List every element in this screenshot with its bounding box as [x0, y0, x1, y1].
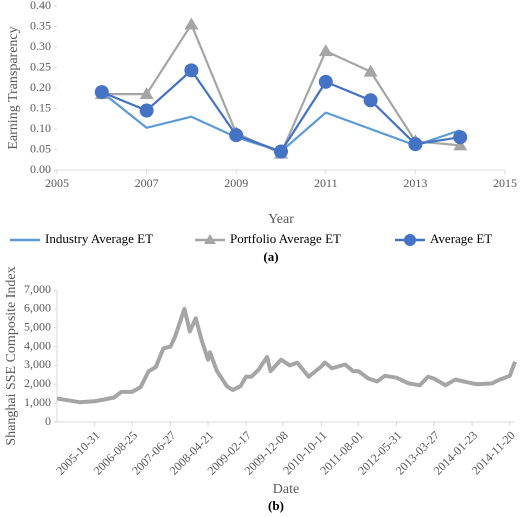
- marker: [363, 64, 378, 77]
- legend-label: Portfolio Average ET: [230, 231, 341, 246]
- x-axis-label: Year: [268, 212, 294, 227]
- marker: [229, 128, 244, 143]
- marker: [318, 44, 333, 57]
- y-tick-label: 0: [45, 414, 51, 428]
- marker: [363, 93, 378, 108]
- y-tick-label: 0.20: [30, 80, 51, 94]
- y-tick-label: 0.30: [30, 39, 51, 53]
- y-tick-label: 2,000: [24, 376, 51, 390]
- data-line: [101, 91, 461, 153]
- x-axis-label: Date: [273, 482, 299, 497]
- marker: [274, 144, 288, 159]
- data-line: [101, 69, 461, 153]
- y-tick-label: 0.05: [30, 141, 51, 155]
- y-tick-label: 3,000: [24, 357, 51, 371]
- y-tick-label: 6,000: [24, 301, 51, 315]
- y-tick-label: 7,000: [24, 282, 51, 296]
- legend-label: Industry Average ET: [45, 231, 153, 246]
- y-tick-label: 4,000: [24, 338, 51, 352]
- y-tick-label: 0.25: [30, 59, 51, 73]
- legend-marker: [404, 234, 416, 246]
- legend-marker: [204, 234, 216, 244]
- x-tick-label: 2009: [224, 176, 248, 190]
- y-tick-label: 0.10: [30, 121, 51, 135]
- x-tick-label: 2005: [45, 176, 69, 190]
- legend-label: Average ET: [430, 231, 492, 246]
- x-tick-label: 2015: [493, 176, 517, 190]
- marker: [318, 74, 333, 89]
- marker: [184, 17, 199, 30]
- marker: [184, 63, 199, 78]
- y-axis-label: Shanghai SSE Composite Index: [4, 266, 19, 445]
- marker: [139, 87, 154, 100]
- y-axis-label: Earning Transparency: [6, 26, 21, 149]
- x-tick-label: 2011: [314, 176, 338, 190]
- y-tick-label: 0.15: [30, 100, 51, 114]
- x-tick-label: 2013: [403, 176, 427, 190]
- x-tick-label: 2007: [135, 176, 159, 190]
- marker: [408, 137, 423, 152]
- y-tick-label: 0.40: [30, 0, 51, 12]
- marker: [139, 103, 154, 118]
- marker: [453, 138, 468, 151]
- y-tick-label: 1,000: [24, 395, 51, 409]
- y-tick-label: 0.35: [30, 18, 51, 32]
- caption: (b): [268, 498, 284, 513]
- data-line: [56, 306, 517, 405]
- caption: (a): [263, 249, 278, 264]
- marker: [453, 130, 468, 145]
- y-tick-label: 5,000: [24, 319, 51, 333]
- y-tick-label: 0.00: [30, 162, 51, 176]
- marker: [94, 85, 109, 100]
